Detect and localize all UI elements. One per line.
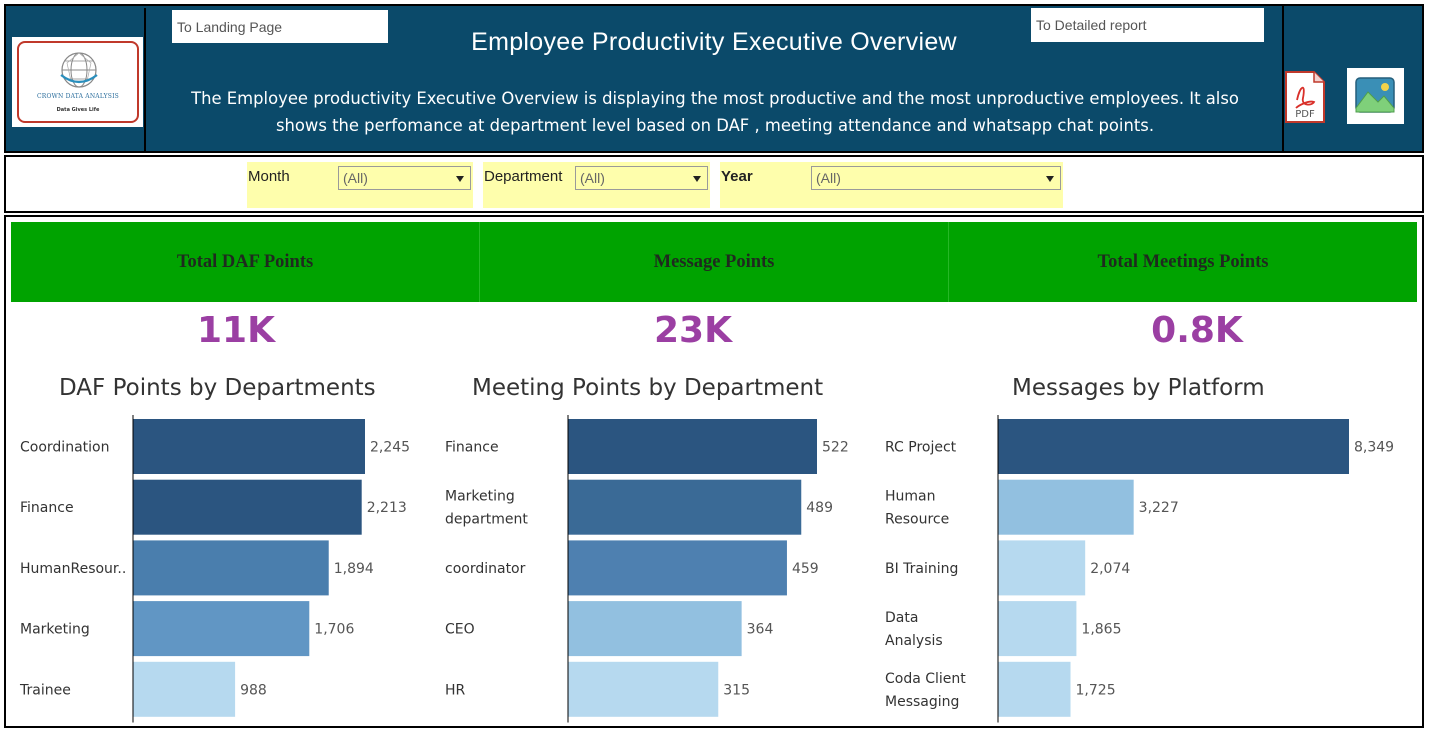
description-line-1: The Employee productivity Executive Over… bbox=[191, 89, 1239, 108]
filter-department-label: Department bbox=[484, 168, 563, 185]
page-title: Employee Productivity Executive Overview bbox=[471, 28, 957, 56]
chart-section: DAF Points by Departments Meeting Points… bbox=[4, 355, 1424, 728]
value-label: 1,725 bbox=[1076, 682, 1116, 698]
filter-year-label: Year bbox=[721, 168, 753, 185]
department-dropdown-value: (All) bbox=[580, 170, 605, 186]
bar-coordinator[interactable] bbox=[568, 540, 787, 596]
chart-2-group: 8,349 RC Project 3,227 Human Resource 2,074 BI… bbox=[885, 415, 1394, 723]
filter-month-label: Month bbox=[248, 168, 290, 185]
kpi-divider bbox=[479, 222, 480, 302]
category-label: Data Analysis bbox=[885, 610, 943, 649]
value-label: 364 bbox=[747, 622, 774, 638]
image-icon[interactable] bbox=[1347, 68, 1404, 124]
bar-finance[interactable] bbox=[133, 479, 362, 535]
value-label: 1,894 bbox=[334, 561, 374, 577]
category-label: HumanResour.. bbox=[20, 561, 126, 577]
category-label: RC Project bbox=[885, 440, 957, 456]
year-dropdown[interactable]: (All) bbox=[811, 166, 1061, 190]
value-label: 1,865 bbox=[1081, 622, 1121, 638]
chevron-down-icon bbox=[456, 176, 464, 182]
filter-year: Year (All) bbox=[720, 162, 1063, 208]
department-dropdown[interactable]: (All) bbox=[575, 166, 708, 190]
to-detailed-report-button[interactable]: To Detailed report bbox=[1031, 8, 1264, 42]
bar-hr[interactable] bbox=[568, 661, 719, 717]
filter-department: Department (All) bbox=[483, 162, 710, 208]
value-label: 8,349 bbox=[1354, 440, 1394, 456]
category-label: Coordination bbox=[20, 440, 109, 456]
category-label: CEO bbox=[445, 622, 475, 638]
chart-0-group: 2,245 Coordination 2,213 Finance 1,894 HumanR… bbox=[19, 415, 410, 723]
category-label: HR bbox=[445, 682, 466, 698]
chevron-down-icon bbox=[1046, 176, 1054, 182]
bar-marketing[interactable] bbox=[133, 601, 310, 657]
bar-rc-project[interactable] bbox=[998, 419, 1349, 474]
value-label: 988 bbox=[240, 682, 267, 698]
value-label: 489 bbox=[806, 500, 833, 516]
bar-ceo[interactable] bbox=[568, 601, 742, 657]
category-label: coordinator bbox=[445, 561, 526, 577]
category-label: Finance bbox=[445, 440, 499, 456]
kpi-value-daf: 11K bbox=[197, 310, 275, 351]
company-logo: CROWN DATA ANALYSIS Data Gives Life bbox=[12, 37, 143, 127]
bar-humanresour[interactable] bbox=[133, 540, 329, 596]
category-label: BI Training bbox=[885, 561, 958, 577]
category-label: Human Resource bbox=[885, 489, 949, 528]
logo-tagline: Data Gives Life bbox=[56, 107, 100, 113]
header-banner: CROWN DATA ANALYSIS Data Gives Life To L… bbox=[4, 4, 1424, 153]
year-dropdown-value: (All) bbox=[816, 170, 841, 186]
month-dropdown[interactable]: (All) bbox=[338, 166, 471, 190]
category-label: Marketing department bbox=[445, 489, 528, 528]
kpi-header-band: Total DAF Points Message Points Total Me… bbox=[11, 222, 1417, 302]
kpi-section: Total DAF Points Message Points Total Me… bbox=[4, 215, 1424, 357]
bar-finance[interactable] bbox=[568, 419, 817, 474]
category-label: Finance bbox=[20, 500, 74, 516]
value-label: 315 bbox=[723, 682, 750, 698]
value-label: 2,245 bbox=[370, 440, 410, 456]
to-landing-page-button[interactable]: To Landing Page bbox=[172, 10, 388, 43]
value-label: 522 bbox=[822, 440, 849, 456]
category-label: Coda Client Messaging bbox=[885, 671, 966, 710]
chart-1-group: 522 Finance 489 Marketing department 459 coord… bbox=[445, 415, 849, 723]
value-label: 1,706 bbox=[314, 622, 354, 638]
bar-marketing-department-ma[interactable] bbox=[568, 479, 802, 535]
description-line-2: shows the perfomance at department level… bbox=[275, 116, 1155, 135]
kpi-value-meetings: 0.8K bbox=[1151, 310, 1243, 351]
logo-company-name: CROWN DATA ANALYSIS bbox=[37, 93, 119, 100]
bar-data-analysis-page[interactable] bbox=[998, 601, 1077, 657]
kpi-label-meetings: Total Meetings Points bbox=[1097, 251, 1269, 272]
page-description: The Employee productivity Executive Over… bbox=[149, 85, 1281, 139]
bar-human-resource[interactable] bbox=[998, 479, 1134, 535]
kpi-label-messages: Message Points bbox=[653, 251, 775, 272]
kpi-value-messages: 23K bbox=[654, 310, 732, 351]
value-label: 2,074 bbox=[1090, 561, 1130, 577]
value-label: 2,213 bbox=[367, 500, 407, 516]
pdf-label: PDF bbox=[1295, 109, 1315, 120]
value-label: 3,227 bbox=[1139, 500, 1179, 516]
filter-month: Month (All) bbox=[247, 162, 473, 208]
logo-panel: CROWN DATA ANALYSIS Data Gives Life bbox=[8, 8, 146, 151]
logo-frame: CROWN DATA ANALYSIS Data Gives Life bbox=[17, 41, 139, 123]
kpi-label-daf: Total DAF Points bbox=[176, 251, 314, 272]
category-label: Trainee bbox=[19, 682, 71, 698]
bar-charts: 2,245 Coordination 2,213 Finance 1,894 HumanR… bbox=[19, 415, 1394, 723]
chevron-down-icon bbox=[693, 176, 701, 182]
bar-coordination[interactable] bbox=[133, 419, 365, 474]
bar-coda-client-messaging[interactable] bbox=[998, 661, 1071, 717]
pdf-icon[interactable]: PDF bbox=[1284, 70, 1326, 124]
bar-trainee[interactable] bbox=[133, 661, 236, 717]
filter-bar: Month (All) Department (All) Year (All) bbox=[4, 155, 1424, 213]
bar-bi-training[interactable] bbox=[998, 540, 1086, 596]
month-dropdown-value: (All) bbox=[343, 170, 368, 186]
value-label: 459 bbox=[792, 561, 819, 577]
chart-title-meetings: Meeting Points by Department bbox=[472, 375, 824, 401]
kpi-divider bbox=[948, 222, 949, 302]
globe-icon bbox=[60, 52, 98, 88]
category-label: Marketing bbox=[20, 622, 90, 638]
header-divider bbox=[1282, 6, 1284, 151]
chart-title-messages: Messages by Platform bbox=[1012, 375, 1265, 401]
chart-title-daf: DAF Points by Departments bbox=[59, 375, 376, 401]
